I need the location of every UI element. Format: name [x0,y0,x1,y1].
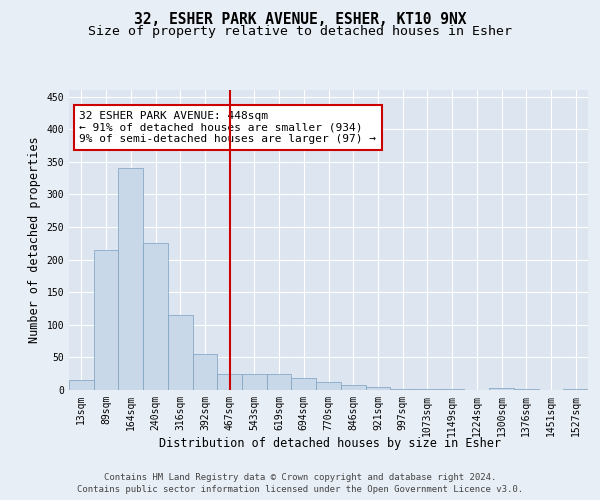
Text: Contains public sector information licensed under the Open Government Licence v3: Contains public sector information licen… [77,485,523,494]
Bar [94,250,118,390]
Bar [292,378,316,390]
Bar [143,244,168,390]
Bar [168,315,193,390]
Y-axis label: Number of detached properties: Number of detached properties [28,136,41,344]
Text: Size of property relative to detached houses in Esher: Size of property relative to detached ho… [88,25,512,38]
Bar [242,374,267,390]
Bar [69,380,94,390]
Text: 32 ESHER PARK AVENUE: 448sqm
← 91% of detached houses are smaller (934)
9% of se: 32 ESHER PARK AVENUE: 448sqm ← 91% of de… [79,111,376,144]
Bar [365,386,390,390]
Bar [440,388,464,390]
Bar [118,168,143,390]
Text: Contains HM Land Registry data © Crown copyright and database right 2024.: Contains HM Land Registry data © Crown c… [104,472,496,482]
Text: 32, ESHER PARK AVENUE, ESHER, KT10 9NX: 32, ESHER PARK AVENUE, ESHER, KT10 9NX [134,12,466,28]
Bar [267,374,292,390]
Bar [390,388,415,390]
Bar [563,388,588,390]
Bar [193,354,217,390]
Bar [316,382,341,390]
Bar [217,374,242,390]
Bar [489,388,514,390]
Text: Distribution of detached houses by size in Esher: Distribution of detached houses by size … [159,438,501,450]
Bar [415,388,440,390]
Bar [341,385,365,390]
